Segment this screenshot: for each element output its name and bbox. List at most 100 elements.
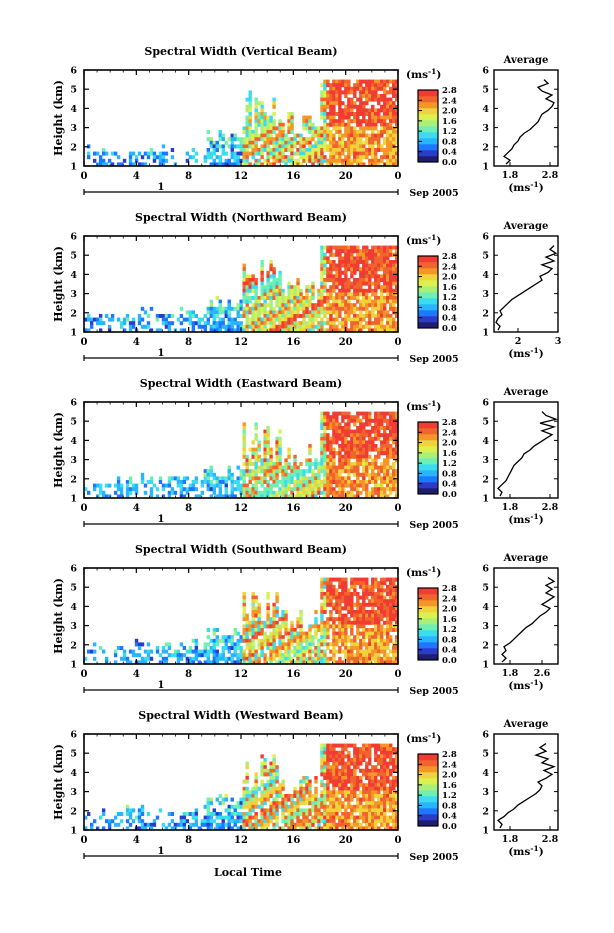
heatmap-cell [380,448,383,452]
heatmap-cell [284,642,287,646]
heatmap-cell [389,98,392,102]
y-tick-label: 5 [70,85,77,96]
heatmap-cell [243,426,246,430]
heatmap-cell [293,462,296,466]
heatmap-cell [260,794,263,798]
heatmap-cell [269,274,272,278]
heatmap-cell [389,112,392,116]
heatmap-cell [371,274,374,278]
heatmap-cell [305,480,308,484]
heatmap-cell [353,484,356,488]
heatmap-cell [293,635,296,639]
heatmap-cell [302,484,305,488]
heatmap-cell [237,805,240,809]
heatmap-cell [213,310,216,314]
heatmap-cell [248,462,251,466]
heatmap-cell [266,271,269,275]
heatmap-cell [323,635,326,639]
heatmap-cell [368,444,371,448]
heatmap-cell [332,621,335,625]
heatmap-cell [314,462,317,466]
heatmap-cell [392,112,395,116]
panel-title: Spectral Width (Westward Beam) [138,709,343,722]
heatmap-cell [365,469,368,473]
heatmap-cell [383,621,386,625]
heatmap-cell [287,632,290,636]
heatmap-cell [329,278,332,282]
heatmap-cell [198,318,201,322]
heatmap-cell [344,422,347,426]
heatmap-cell [162,144,165,148]
heatmap-cell [296,657,299,661]
heatmap-cell [225,798,228,802]
heatmap-cell [350,433,353,437]
heatmap-cell [275,289,278,293]
heatmap-cell [204,816,207,820]
heatmap-cell [377,144,380,148]
heatmap-cell [359,440,362,444]
heatmap-cell [338,87,341,91]
heatmap-cell [240,646,243,650]
heatmap-cell [350,126,353,130]
colorbar-swatch [418,600,438,606]
heatmap-cell [260,271,263,275]
heatmap-cell [326,635,329,639]
heatmap-cell [287,310,290,314]
heatmap-cell [311,480,314,484]
heatmap-cell [335,98,338,102]
heatmap-cell [245,632,248,636]
heatmap-cell [377,585,380,589]
heatmap-cell [389,318,392,322]
heatmap-cell [248,819,251,823]
heatmap-cell [332,426,335,430]
heatmap-cell [326,422,329,426]
heatmap-cell [356,455,359,459]
heatmap-cell [371,614,374,618]
heatmap-cell [299,141,302,145]
heatmap-cell [380,440,383,444]
heatmap-cell [171,491,174,495]
heatmap-cell [362,588,365,592]
heatmap-cell [308,628,311,632]
heatmap-cell [243,610,246,614]
heatmap-cell [329,599,332,603]
heatmap-cell [374,415,377,419]
heatmap-cell [347,599,350,603]
heatmap-cell [341,588,344,592]
heatmap-cell [278,318,281,322]
heatmap-cell [347,451,350,455]
heatmap-cell [323,581,326,585]
heatmap-cell [278,805,281,809]
heatmap-cell [356,249,359,253]
heatmap-cell [332,83,335,87]
heatmap-cell [332,480,335,484]
heatmap-cell [383,491,386,495]
heatmap-cell [266,116,269,120]
heatmap-cell [338,491,341,495]
heatmap-cell [266,155,269,159]
heatmap-cell [380,148,383,152]
heatmap-cell [171,148,174,152]
heatmap-cell [299,642,302,646]
heatmap-cell [311,462,314,466]
heatmap-cell [314,653,317,657]
heatmap-cell [254,491,257,495]
heatmap-cell [377,310,380,314]
heatmap-cell [231,653,234,657]
heatmap-cell [287,321,290,325]
heatmap-cell [320,271,323,275]
heatmap-cell [231,473,234,477]
heatmap-cell [186,819,189,823]
heatmap-cell [254,790,257,794]
heatmap-cell [353,588,356,592]
heatmap-cell [368,621,371,625]
heatmap-cell [329,249,332,253]
heatmap-cell [386,141,389,145]
heatmap-cell [368,318,371,322]
heatmap-cell [314,480,317,484]
heatmap-cell [248,458,251,462]
heatmap-cell [329,307,332,311]
heatmap-cell [362,578,365,582]
heatmap-cell [302,473,305,477]
heatmap-cell [338,278,341,282]
